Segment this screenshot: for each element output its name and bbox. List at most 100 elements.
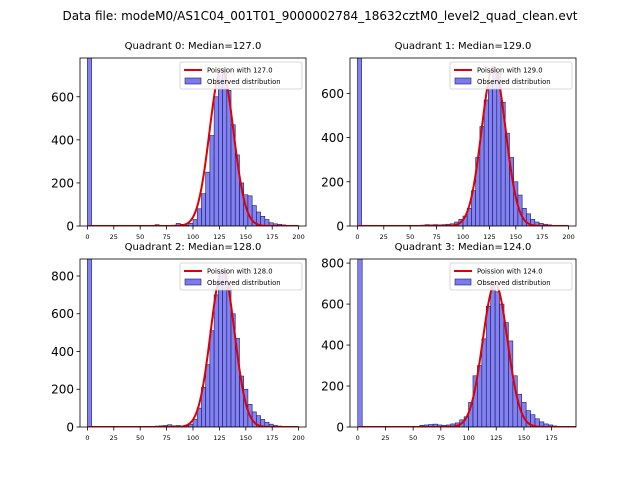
- y-tick-label: 600: [321, 298, 344, 312]
- x-tick-label: 100: [187, 233, 199, 241]
- histogram-bar: [214, 97, 218, 226]
- x-tick-label: 75: [432, 233, 440, 241]
- x-tick-label: 175: [536, 233, 548, 241]
- y-tick-label: 0: [66, 220, 74, 234]
- x-tick-label: 150: [240, 233, 252, 241]
- legend-curve-label: Poission with 129.0: [477, 67, 543, 75]
- y-tick-label: 600: [321, 87, 344, 101]
- histogram-bar: [193, 419, 197, 427]
- x-tick-label: 75: [437, 434, 445, 442]
- histogram-bar: [493, 69, 497, 226]
- histogram-bar: [206, 172, 210, 226]
- panel-title: Quadrant 0: Median=127.0: [125, 41, 262, 52]
- y-tick-label: 800: [321, 257, 344, 271]
- histogram-bar: [495, 292, 499, 427]
- x-tick-label: 0: [355, 233, 359, 241]
- legend-curve-label: Poission with 128.0: [207, 268, 273, 276]
- histogram-bar: [193, 220, 197, 226]
- histogram-bar-zero: [357, 58, 361, 226]
- legend-bar-swatch: [185, 279, 201, 285]
- x-tick-label: 100: [462, 434, 474, 442]
- x-tick-label: 200: [562, 233, 574, 241]
- x-tick-label: 0: [85, 434, 89, 442]
- y-tick-label: 0: [66, 421, 74, 435]
- x-tick-label: 50: [136, 434, 144, 442]
- x-tick-label: 0: [85, 233, 89, 241]
- x-tick-label: 25: [110, 233, 118, 241]
- x-tick-label: 175: [266, 233, 278, 241]
- y-tick-label: 600: [51, 90, 74, 104]
- y-tick-label: 200: [51, 176, 74, 190]
- y-tick-label: 200: [321, 175, 344, 189]
- histogram-bar: [214, 295, 218, 427]
- x-tick-label: 125: [213, 434, 225, 442]
- x-tick-label: 75: [162, 233, 170, 241]
- y-tick-label: 0: [336, 220, 344, 234]
- histogram-bar: [197, 209, 201, 226]
- histogram-bar: [486, 306, 490, 427]
- histogram-bar: [223, 270, 227, 427]
- panel-title: Quadrant 1: Median=129.0: [395, 41, 532, 52]
- x-tick-label: 200: [292, 233, 304, 241]
- histogram-bar: [206, 365, 210, 427]
- x-tick-label: 100: [457, 233, 469, 241]
- x-tick-label: 100: [187, 434, 199, 442]
- x-tick-label: 175: [266, 434, 278, 442]
- x-tick-label: 175: [545, 434, 557, 442]
- y-tick-label: 200: [51, 383, 74, 397]
- poisson-curve: [88, 69, 298, 226]
- legend-bar-swatch: [185, 78, 201, 84]
- legend-bar-swatch: [455, 78, 471, 84]
- x-tick-label: 150: [510, 233, 522, 241]
- x-tick-label: 150: [518, 434, 530, 442]
- poisson-curve: [358, 67, 568, 226]
- x-tick-label: 0: [356, 434, 360, 442]
- quadrant-1-panel: Quadrant 1: Median=129.0 0 25 50 75 100 125 150…: [321, 41, 576, 241]
- y-tick-label: 400: [51, 133, 74, 147]
- panel-title: Quadrant 2: Median=128.0: [125, 242, 262, 253]
- poisson-curve: [88, 270, 298, 427]
- x-tick-label: 125: [483, 233, 495, 241]
- legend-bar-label: Observed distribution: [207, 279, 281, 287]
- histogram-bar: [491, 284, 495, 427]
- histogram-bar-zero: [87, 259, 91, 427]
- histogram-bar: [210, 331, 214, 427]
- histogram-bar: [223, 69, 227, 226]
- y-tick-label: 800: [51, 269, 74, 283]
- legend-bar-label: Observed distribution: [207, 78, 281, 86]
- histogram-bar: [210, 136, 214, 226]
- x-tick-label: 50: [409, 434, 417, 442]
- legend-curve-label: Poission with 127.0: [207, 67, 273, 75]
- legend: Poission with 129.0 Observed distribution: [450, 62, 572, 89]
- histogram-bar: [500, 304, 504, 427]
- legend-bar-swatch: [455, 279, 471, 285]
- legend-bar-label: Observed distribution: [477, 78, 551, 86]
- x-tick-label: 25: [380, 233, 388, 241]
- legend: Poission with 128.0 Observed distribution: [180, 263, 302, 290]
- histogram-bar: [218, 75, 222, 226]
- x-tick-label: 200: [292, 434, 304, 442]
- y-tick-label: 400: [51, 345, 74, 359]
- y-tick-label: 0: [336, 421, 344, 435]
- y-tick-label: 400: [321, 339, 344, 353]
- legend: Poission with 127.0 Observed distribution: [180, 62, 302, 89]
- x-tick-label: 125: [490, 434, 502, 442]
- panel-title: Quadrant 3: Median=124.0: [395, 242, 532, 253]
- histogram-bar-zero: [87, 58, 91, 226]
- histogram-bar: [218, 276, 222, 427]
- y-tick-label: 400: [321, 131, 344, 145]
- y-tick-label: 200: [321, 380, 344, 394]
- legend-curve-label: Poission with 124.0: [477, 268, 543, 276]
- y-tick-label: 600: [51, 307, 74, 321]
- histogram-bar: [488, 82, 492, 226]
- x-tick-label: 150: [240, 434, 252, 442]
- x-tick-label: 25: [381, 434, 389, 442]
- x-tick-label: 75: [162, 434, 170, 442]
- histogram-bar: [482, 339, 486, 427]
- histogram-bar-zero: [358, 259, 362, 427]
- x-tick-label: 50: [406, 233, 414, 241]
